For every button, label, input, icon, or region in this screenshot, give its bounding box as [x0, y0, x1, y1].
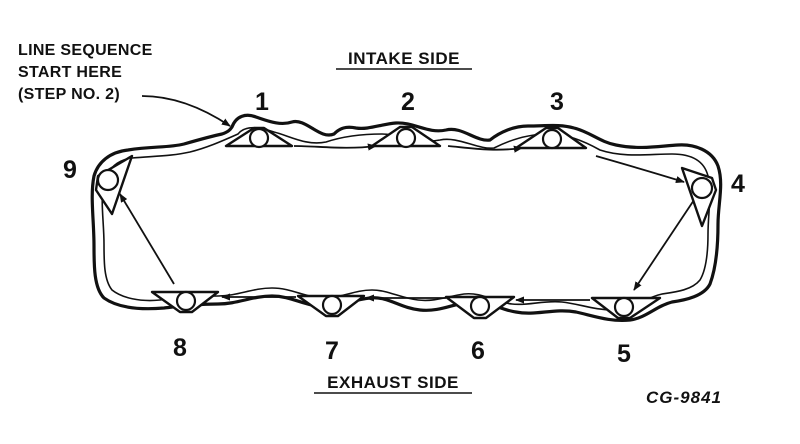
bolt-hole — [469, 295, 491, 317]
bolt-6 — [444, 295, 516, 320]
gasket-inner-outline — [101, 126, 711, 311]
bolt-number-1: 1 — [255, 88, 269, 116]
bolt-number-3: 3 — [550, 88, 564, 116]
callout-line-2: START HERE — [18, 64, 122, 81]
bolt-number-9: 9 — [63, 156, 77, 184]
bolt-2 — [370, 125, 442, 149]
bolt-hole — [248, 127, 270, 149]
exhaust-side-label: EXHAUST SIDE — [327, 373, 459, 392]
arrow-4-to-5 — [633, 199, 695, 291]
callout-line-1: LINE SEQUENCE — [18, 42, 153, 59]
bolt-number-5: 5 — [617, 340, 631, 368]
arrow-3-to-4 — [595, 155, 685, 184]
bolt-9 — [94, 154, 134, 216]
bolt-8 — [150, 290, 220, 314]
bolt-7 — [296, 294, 366, 318]
bolt-number-4: 4 — [731, 170, 745, 198]
sequence-arrows — [119, 95, 695, 304]
arrow-1-to-2 — [293, 143, 377, 151]
bolt-hole — [690, 176, 714, 200]
arrow-2-to-3 — [447, 145, 523, 153]
bolt-3 — [514, 126, 588, 150]
callout-leader — [141, 95, 231, 127]
bolt-1 — [224, 126, 294, 149]
callout-text: LINE SEQUENCE START HERE (STEP NO. 2) — [18, 42, 153, 103]
bolt-4 — [680, 166, 718, 228]
bolt-5 — [590, 296, 662, 320]
bolt-hole — [96, 168, 120, 192]
gasket-outline — [90, 113, 723, 322]
arrow-8-to-9 — [119, 193, 175, 285]
bolt-hole — [395, 127, 417, 149]
bolt-number-2: 2 — [401, 88, 415, 116]
bolt-hole — [321, 294, 343, 316]
callout-line-3: (STEP NO. 2) — [18, 86, 120, 103]
bolt-hole — [613, 296, 635, 318]
bolt-hole — [175, 290, 197, 312]
figure-code: CG-9841 — [646, 388, 722, 407]
intake-side-label: INTAKE SIDE — [348, 49, 460, 68]
bolt-number-6: 6 — [471, 337, 485, 365]
bolt-hole — [541, 128, 563, 150]
bolt-number-7: 7 — [325, 337, 339, 365]
bolt-number-8: 8 — [173, 334, 187, 362]
